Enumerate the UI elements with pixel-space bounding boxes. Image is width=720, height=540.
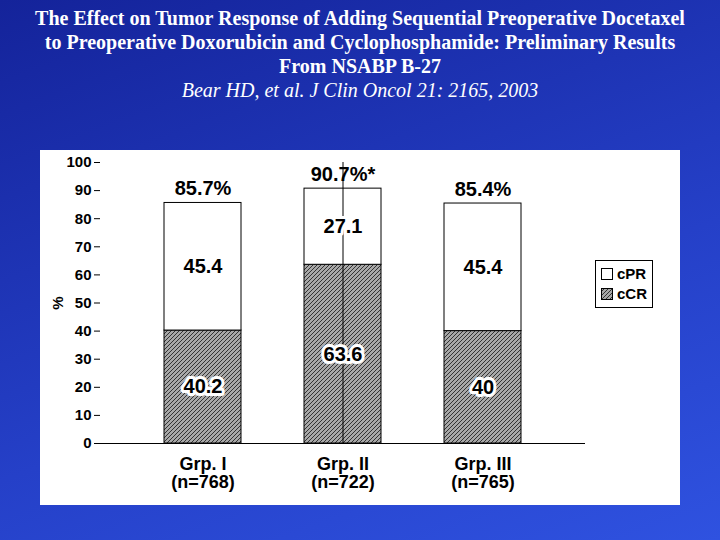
svg-text:90.7%*: 90.7%* [311,163,376,185]
svg-text:70: 70 [75,238,92,255]
svg-text:85.7%: 85.7% [175,177,232,199]
svg-text:10: 10 [75,406,92,423]
html-text:cPR: cPR [617,265,647,282]
svg-text:63.6: 63.6 [324,343,363,365]
svg-text:80: 80 [75,210,92,227]
svg-text:27.1: 27.1 [324,215,363,237]
svg-text:60: 60 [75,266,92,283]
svg-text:40.2: 40.2 [184,375,223,397]
html-text:cCR: cCR [617,285,647,302]
svg-text:40: 40 [75,322,92,339]
svg-text:30: 30 [75,350,92,367]
svg-text:40: 40 [472,376,494,398]
svg-text:Grp. III(n=765): Grp. III(n=765) [451,454,515,492]
svg-text:Grp. I(n=768): Grp. I(n=768) [171,454,235,492]
svg-text:20: 20 [75,378,92,395]
svg-text:50: 50 [75,294,92,311]
svg-text:45.4: 45.4 [464,256,504,278]
svg-text:0: 0 [83,434,91,451]
svg-text:Grp. II(n=722): Grp. II(n=722) [311,454,375,492]
html-text:The Effect on Tumor Response o: The Effect on Tumor Response of Adding S… [35,7,685,77]
svg-text:90: 90 [75,181,92,198]
svg-text:100: 100 [66,153,91,170]
html-text:Bear HD, et al. J Clin Oncol 2: Bear HD, et al. J Clin Oncol 21: 2165, 2… [181,79,539,101]
svg-text:45.4: 45.4 [184,255,224,277]
svg-text:85.4%: 85.4% [455,178,512,200]
svg-text:%: % [49,296,66,309]
